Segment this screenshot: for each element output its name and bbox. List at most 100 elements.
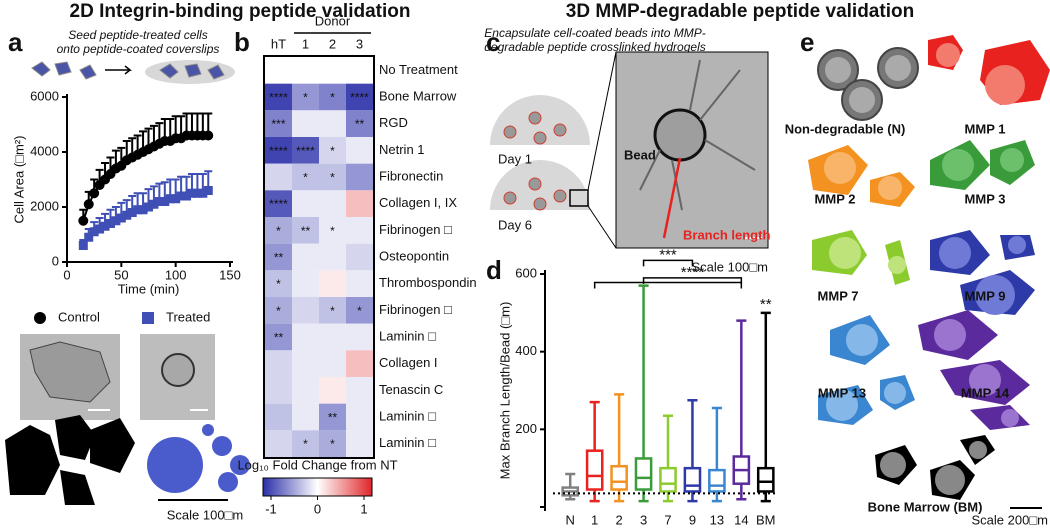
heat-cell [319,57,346,84]
significance: * [276,224,281,238]
heat-cell [346,377,373,404]
marker [89,227,99,237]
left-title: 2D Integrin-binding peptide validation [70,1,411,22]
marker [192,188,202,198]
cell-label: MMP 7 [818,288,859,303]
bracket [642,259,694,267]
y-tick-label: 200 [515,421,537,436]
row-label: Netrin 1 [379,142,425,157]
significance: ** [328,411,338,425]
y-tick-label: 2000 [30,198,59,213]
x-tick-label: 0 [63,267,70,282]
scale-label: Scale 100□m [167,507,244,522]
significance: * [330,91,335,105]
marker [127,208,137,217]
marker [111,216,121,226]
significance: ** [355,117,365,131]
x-tick-label: 100 [165,267,187,282]
heat-cell [346,403,373,431]
significance: ** [274,251,284,265]
cell-label: MMP 14 [961,385,1010,400]
marker [187,188,197,198]
schematic [31,60,235,84]
legend-marker [34,312,46,324]
x-tick-label: 2 [615,512,622,527]
row-label: Collagen I, IX [379,195,457,210]
row-label: Bone Marrow [379,88,457,103]
significance: * [330,304,335,318]
x-tick-label: 1 [591,512,598,527]
heat-cell [319,83,346,111]
cell-label: MMP 13 [818,385,866,400]
marker [83,199,94,210]
heat-cell [265,403,292,431]
marker [133,205,143,215]
heat-cell [346,217,373,244]
x-tick-label: 150 [219,267,241,282]
whisker [662,414,674,503]
heat-cell [292,350,319,377]
row-label: Fibrinogen □ [379,222,452,237]
heat-cell [346,430,373,457]
heat-cell [319,137,346,164]
significance: *** [271,117,285,131]
cell-illustrations [808,35,1050,509]
row-label: Osteopontin [379,248,449,263]
heat-cell [265,83,292,111]
bracket-label: **** [681,264,705,281]
whisker [687,398,698,503]
label: Day 6 [498,217,532,232]
significance: **** [350,91,369,105]
legend-label: Control [58,309,100,324]
significance: **** [269,144,288,158]
row-label: Fibrinogen □ [379,302,452,317]
heat-cell [292,217,319,244]
whisker [760,311,771,503]
bracket [593,281,743,289]
marker [116,213,126,223]
caption: Seed peptide-treated cells [68,28,207,42]
legend-marker [142,312,154,324]
whisker [638,284,649,503]
heat-cell [265,217,292,244]
heat-cell [346,190,373,217]
y-tick-label: 600 [515,265,537,280]
heat-cell [265,137,292,164]
legend-label: Treated [166,309,210,324]
y-tick-label: 0 [52,253,59,268]
heat-cell [346,110,373,137]
heat-cell [265,163,292,191]
significance: ** [301,224,311,238]
significance: * [303,91,308,105]
heat-cell [346,137,373,164]
heat-cell [265,350,292,377]
significance: * [330,144,335,158]
caption: Encapsulate cell-coated beads into MMP- [484,26,705,40]
x-tick-label: N [566,512,575,527]
cell-label: MMP 9 [965,288,1006,303]
y-tick-label: 4000 [30,143,59,158]
label: Bead [624,147,656,162]
heat-cell [319,377,346,404]
marker [84,232,94,242]
marker [78,215,89,226]
box [708,468,726,493]
heat-cell [319,323,346,351]
marker [100,221,110,231]
box [585,449,604,491]
marker [95,224,105,234]
heat-cell [319,350,346,377]
significance: * [330,224,335,238]
marker [149,199,159,209]
heat-cell [319,270,346,297]
y-tick-label: 6000 [30,88,59,103]
heat-cell [265,297,292,324]
heat-cell [292,377,319,404]
whisker [614,393,625,503]
heat-cell [292,137,319,164]
heat-cell [346,83,373,111]
y-axis-label: Cell Area (□m²) [11,135,26,223]
bracket-label: *** [659,246,677,263]
row-label: Collagen I [379,355,438,370]
row-label: No Treatment [379,62,458,77]
